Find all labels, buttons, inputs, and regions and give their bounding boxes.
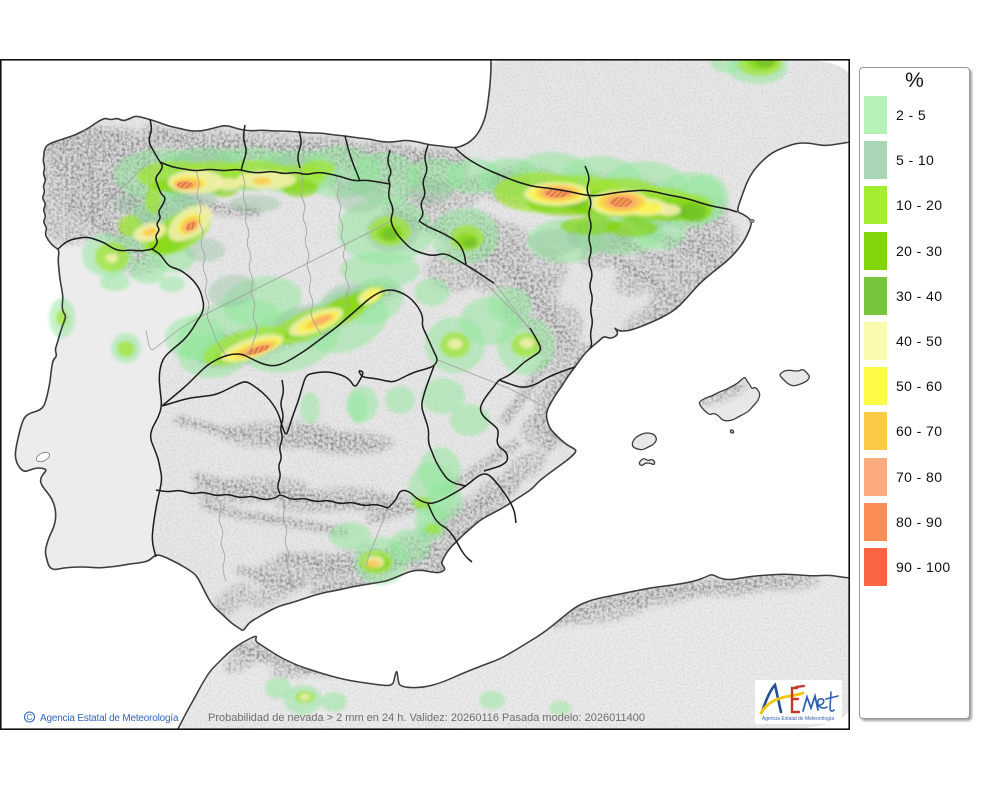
svg-text:Probabilidad de nevada > 2 mm: Probabilidad de nevada > 2 mm en 24 h. V…	[208, 712, 645, 724]
svg-text:C: C	[27, 713, 33, 722]
svg-text:Agencia Estatal de Meteorologí: Agencia Estatal de Meteorología	[40, 713, 179, 724]
svg-text:Agencia Estatal de Meteorologí: Agencia Estatal de Meteorología	[762, 716, 834, 722]
